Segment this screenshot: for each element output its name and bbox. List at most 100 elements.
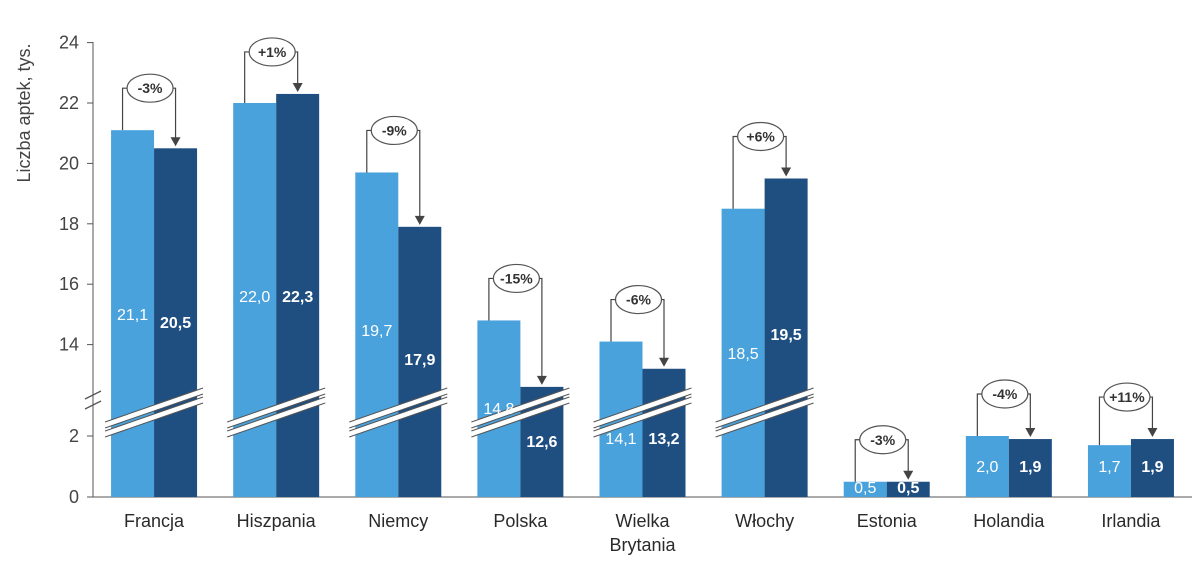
bar-later <box>1008 439 1052 497</box>
category-label: Niemcy <box>368 511 428 531</box>
chart-bars <box>111 93 1174 498</box>
data-label: 0,5 <box>897 480 919 497</box>
bar-break-mark <box>715 396 814 432</box>
y-tick-label: 24 <box>59 33 79 53</box>
bar-later <box>642 368 686 497</box>
data-label: 13,2 <box>648 431 679 448</box>
bar-break-mark <box>471 393 570 429</box>
change-arrow <box>781 167 792 177</box>
bar-earlier <box>111 130 155 497</box>
bar-break-gap <box>470 397 571 437</box>
bar-break-gap <box>348 388 449 428</box>
bar-later <box>1130 439 1174 497</box>
bar-earlier <box>843 481 887 497</box>
bar-break-mark <box>715 402 814 438</box>
bar-break-mark <box>349 402 448 438</box>
bar-break-gap <box>714 397 815 437</box>
change-arrow <box>659 357 669 367</box>
change-bubble <box>492 263 540 294</box>
axis-break-marks <box>84 387 815 438</box>
bar-earlier <box>721 208 765 497</box>
category-label: Brytania <box>609 535 676 555</box>
data-label: 21,1 <box>117 307 148 324</box>
y-tick-label: 16 <box>59 274 79 294</box>
bar-break-gap <box>714 388 815 428</box>
bar-break-mark <box>104 387 204 423</box>
y-tick-label: 2 <box>69 426 79 446</box>
bar-break-mark <box>471 402 570 438</box>
category-label: Włochy <box>735 511 794 531</box>
bar-later <box>276 93 320 497</box>
bar-earlier <box>355 172 399 497</box>
change-label: +11% <box>1109 389 1145 405</box>
category-label: Hiszpania <box>237 511 317 531</box>
y-axis-label: Liczba aptek, tys. <box>14 43 34 182</box>
bar-break-gap <box>104 397 204 437</box>
bar-later <box>886 481 930 497</box>
bar-break-mark <box>104 396 204 432</box>
y-tick-label: 18 <box>59 214 79 234</box>
bar-break-mark <box>104 402 204 438</box>
data-label: 17,9 <box>404 352 435 369</box>
data-label: 22,0 <box>239 289 270 306</box>
change-label: +6% <box>746 129 775 145</box>
bar-break-mark <box>227 393 326 429</box>
data-label: 14,1 <box>605 431 636 448</box>
change-annotations: -3% +1% -9% -15% -6% +6% -3% -4% +11% <box>121 37 1158 482</box>
bar-later <box>764 178 808 497</box>
bar-later <box>398 226 442 497</box>
y-axis-break-mark <box>84 400 102 410</box>
change-arrow <box>1025 428 1036 438</box>
change-arrow <box>170 137 181 147</box>
category-label: Francja <box>124 511 185 531</box>
change-label: +1% <box>258 44 287 60</box>
y-tick-label: 20 <box>59 153 79 173</box>
category-label: Irlandia <box>1101 511 1161 531</box>
bar-break-mark <box>593 402 692 438</box>
bar-break-mark <box>227 396 326 432</box>
bar-break-mark <box>593 393 692 429</box>
bar-break-mark <box>227 402 326 438</box>
change-label: -3% <box>870 432 895 448</box>
data-label: 2,0 <box>976 459 998 476</box>
change-label: -9% <box>382 122 407 138</box>
category-label: Estonia <box>857 511 918 531</box>
bar-break-mark <box>349 396 448 432</box>
bar-break-mark <box>715 387 814 423</box>
chart-labels: 21,1 20,5 Francja 22,0 22,3 Hiszpania 19,7 17,9… <box>117 289 1164 555</box>
data-label: 0,5 <box>854 480 876 497</box>
change-arrow <box>536 375 547 385</box>
data-label: 18,5 <box>728 346 759 363</box>
change-bubble <box>737 121 785 152</box>
category-label: Wielka <box>615 511 670 531</box>
change-bubble <box>1103 382 1151 412</box>
change-bubble <box>614 284 663 315</box>
change-arrow <box>414 215 425 225</box>
bar-break-gap <box>348 397 449 437</box>
change-label: -4% <box>992 386 1017 402</box>
data-label: 1,7 <box>1098 459 1120 476</box>
bar-break-mark <box>593 387 692 423</box>
category-label: Polska <box>493 511 548 531</box>
change-bubble <box>126 73 174 103</box>
bar-break-mark <box>104 393 204 429</box>
bar-break-mark <box>227 387 326 423</box>
y-tick-label: 14 <box>59 335 79 355</box>
change-bubble <box>370 115 418 146</box>
bar-break-gap <box>226 397 326 437</box>
change-bubble <box>981 379 1029 409</box>
change-label: -15% <box>500 270 533 286</box>
data-label: 14,8 <box>483 401 514 418</box>
bar-break-mark <box>349 393 448 429</box>
change-bubble <box>859 425 907 455</box>
data-label: 12,6 <box>526 434 557 451</box>
y-axis-break-mark <box>84 390 102 400</box>
data-label: 22,3 <box>282 289 313 306</box>
bar-break-mark <box>715 393 814 429</box>
y-tick-label: 0 <box>69 487 79 507</box>
change-arrow <box>903 470 914 480</box>
bar-break-gap <box>226 388 326 428</box>
data-label: 1,9 <box>1141 459 1163 476</box>
data-label: 19,7 <box>361 323 392 340</box>
